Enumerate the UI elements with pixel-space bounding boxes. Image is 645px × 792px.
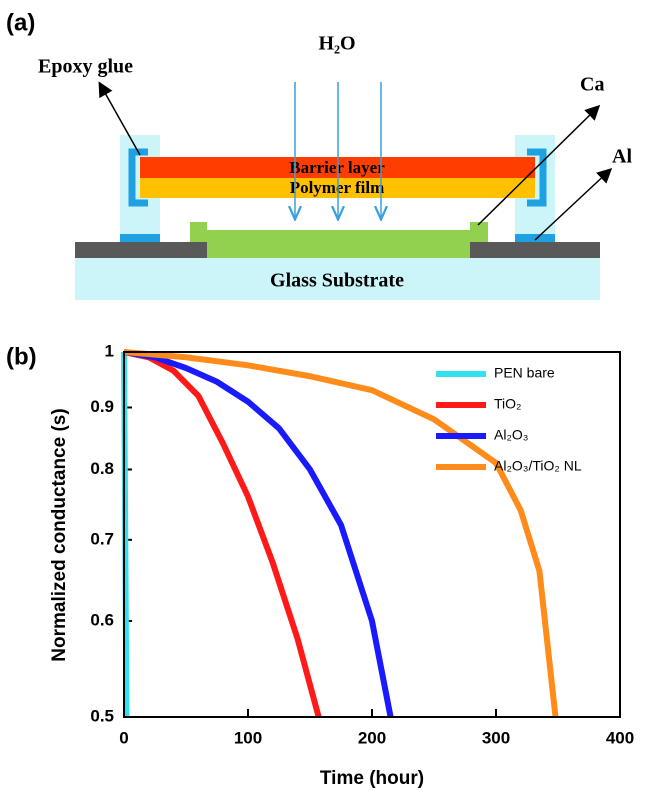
legend-label: Al₂O₃/TiO₂ NL — [494, 458, 582, 474]
series-line — [124, 352, 556, 717]
panel-label: (b) — [6, 343, 37, 370]
label: Polymer film — [290, 178, 385, 197]
calcium — [190, 222, 488, 258]
series-line — [124, 352, 319, 717]
legend-label: Al₂O₃ — [494, 427, 528, 443]
label: Epoxy glue — [38, 56, 133, 78]
aluminum — [515, 234, 555, 242]
aluminum — [120, 234, 160, 242]
y-tick-label: 1 — [105, 341, 114, 360]
x-axis-label: Time (hour) — [320, 768, 424, 789]
figure: (a) Barrier layer Polymer film Glass Sub… — [0, 0, 645, 792]
label: H₂O — [318, 33, 355, 55]
y-tick-label: 0.5 — [90, 706, 114, 725]
panel-label: (a) — [6, 9, 35, 36]
y-tick-label: 0.8 — [90, 459, 114, 478]
plot-frame — [124, 352, 620, 717]
y-tick-label: 0.7 — [90, 529, 114, 548]
x-tick-label: 100 — [234, 728, 262, 747]
label: Al — [612, 146, 632, 168]
x-tick-label: 400 — [606, 728, 634, 747]
electrode — [470, 242, 600, 258]
x-tick-label: 200 — [358, 728, 386, 747]
label: Barrier layer — [289, 158, 385, 177]
x-tick-label: 0 — [119, 728, 128, 747]
legend-label: TiO₂ — [494, 396, 521, 412]
y-tick-label: 0.6 — [90, 610, 114, 629]
legend-label: PEN bare — [494, 365, 555, 381]
x-tick-label: 300 — [482, 728, 510, 747]
y-axis-label: Normalized conductance (s) — [49, 408, 70, 661]
label: Glass Substrate — [270, 270, 404, 292]
electrode — [75, 242, 207, 258]
series-line — [124, 352, 391, 717]
y-tick-label: 0.9 — [90, 397, 114, 416]
label: Ca — [580, 74, 604, 96]
chart: (b) Time (hour) Normalized conductance (… — [6, 341, 634, 789]
diagram: (a) Barrier layer Polymer film Glass Sub… — [6, 9, 632, 300]
